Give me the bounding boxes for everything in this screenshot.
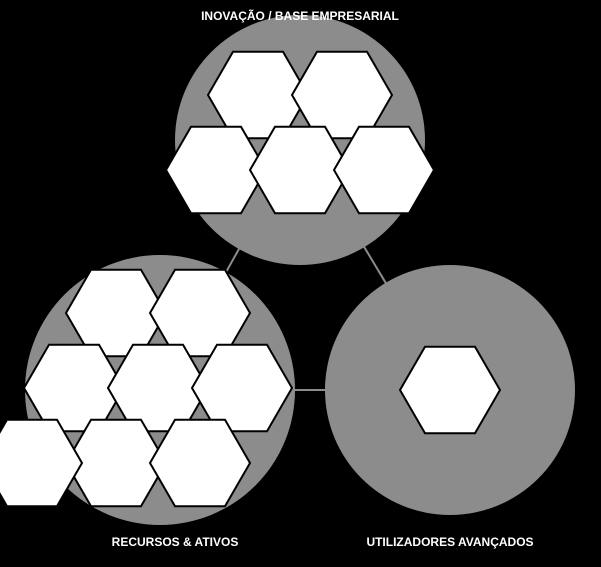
diagram-stage: INOVAÇÃO / BASE EMPRESARIAL RECURSOS & AT…	[0, 0, 601, 567]
cluster-right	[325, 265, 575, 515]
cluster-label-right: UTILIZADORES AVANÇADOS	[366, 535, 533, 549]
cluster-label-left: RECURSOS & ATIVOS	[112, 535, 239, 549]
cluster-label-top: INOVAÇÃO / BASE EMPRESARIAL	[201, 8, 399, 23]
diagram-svg: INOVAÇÃO / BASE EMPRESARIAL RECURSOS & AT…	[0, 0, 601, 567]
